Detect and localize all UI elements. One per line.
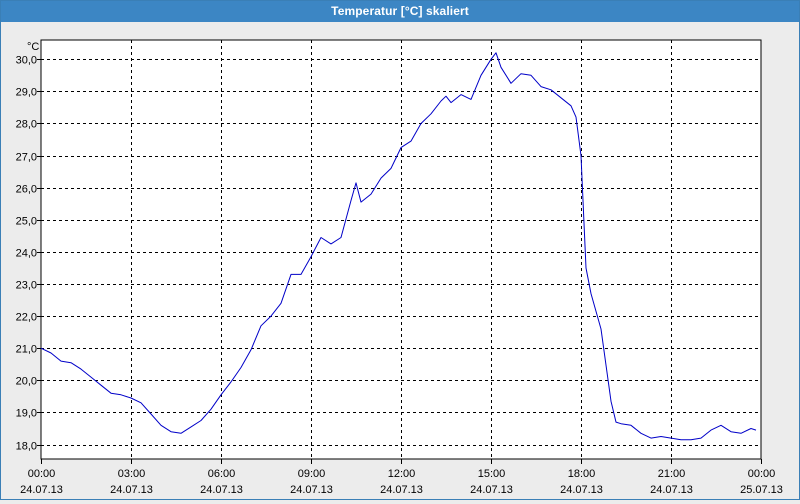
x-tick-date-label: 24.07.13: [380, 484, 423, 496]
y-tick-label: 29,0: [16, 87, 37, 99]
y-axis-unit-label: °C: [27, 41, 39, 53]
grid-lines: [41, 40, 761, 459]
y-tick-label: 30,0: [16, 55, 37, 67]
x-tick-date-label: 24.07.13: [470, 484, 513, 496]
temperature-line-chart: °C 18,0 19,0 20,0 21,0 22,0 23,0 24,0 25,0 26,0 2…: [16, 39, 783, 496]
y-axis: °C 18,0 19,0 20,0 21,0 22,0 23,0 24,0 25,0 26,0 2…: [16, 41, 41, 453]
y-tick-label: 26,0: [16, 184, 37, 196]
x-tick-date-label: 24.07.13: [650, 484, 693, 496]
x-tick-time-label: 21:00: [658, 468, 686, 480]
x-tick-time-label: 06:00: [208, 468, 236, 480]
x-tick-date-label: 24.07.13: [20, 484, 63, 496]
y-tick-label: 25,0: [16, 216, 37, 228]
x-tick-time-label: 00:00: [748, 468, 776, 480]
y-tick-label: 24,0: [16, 248, 37, 260]
x-tick-date-label: 24.07.13: [560, 484, 603, 496]
x-tick-date-label: 25.07.13: [740, 484, 783, 496]
x-tick-time-label: 12:00: [388, 468, 416, 480]
window-title: Temperatur [°C] skaliert: [1, 1, 799, 22]
y-tick-label: 21,0: [16, 344, 37, 356]
x-tick-time-label: 15:00: [478, 468, 506, 480]
x-tick-date-label: 24.07.13: [110, 484, 153, 496]
x-tick-time-label: 00:00: [28, 468, 56, 480]
y-tick-label: 18,0: [16, 441, 37, 453]
chart-area: °C 18,0 19,0 20,0 21,0 22,0 23,0 24,0 25,0 26,0 2…: [1, 22, 799, 499]
y-tick-label: 20,0: [16, 376, 37, 388]
x-tick-date-label: 24.07.13: [290, 484, 333, 496]
x-tick-date-label: 24.07.13: [200, 484, 243, 496]
x-tick-time-label: 09:00: [298, 468, 326, 480]
y-tick-label: 28,0: [16, 119, 37, 131]
x-tick-time-label: 03:00: [118, 468, 146, 480]
y-tick-label: 22,0: [16, 312, 37, 324]
y-tick-label: 19,0: [16, 408, 37, 420]
y-tick-label: 27,0: [16, 152, 37, 164]
x-tick-time-label: 18:00: [568, 468, 596, 480]
temperature-series-line: [40, 52, 757, 441]
y-tick-label: 23,0: [16, 280, 37, 292]
x-axis: 00:00 24.07.13 03:00 24.07.13 06:00 24.07.13 0…: [20, 459, 783, 496]
series-group: [40, 52, 757, 441]
